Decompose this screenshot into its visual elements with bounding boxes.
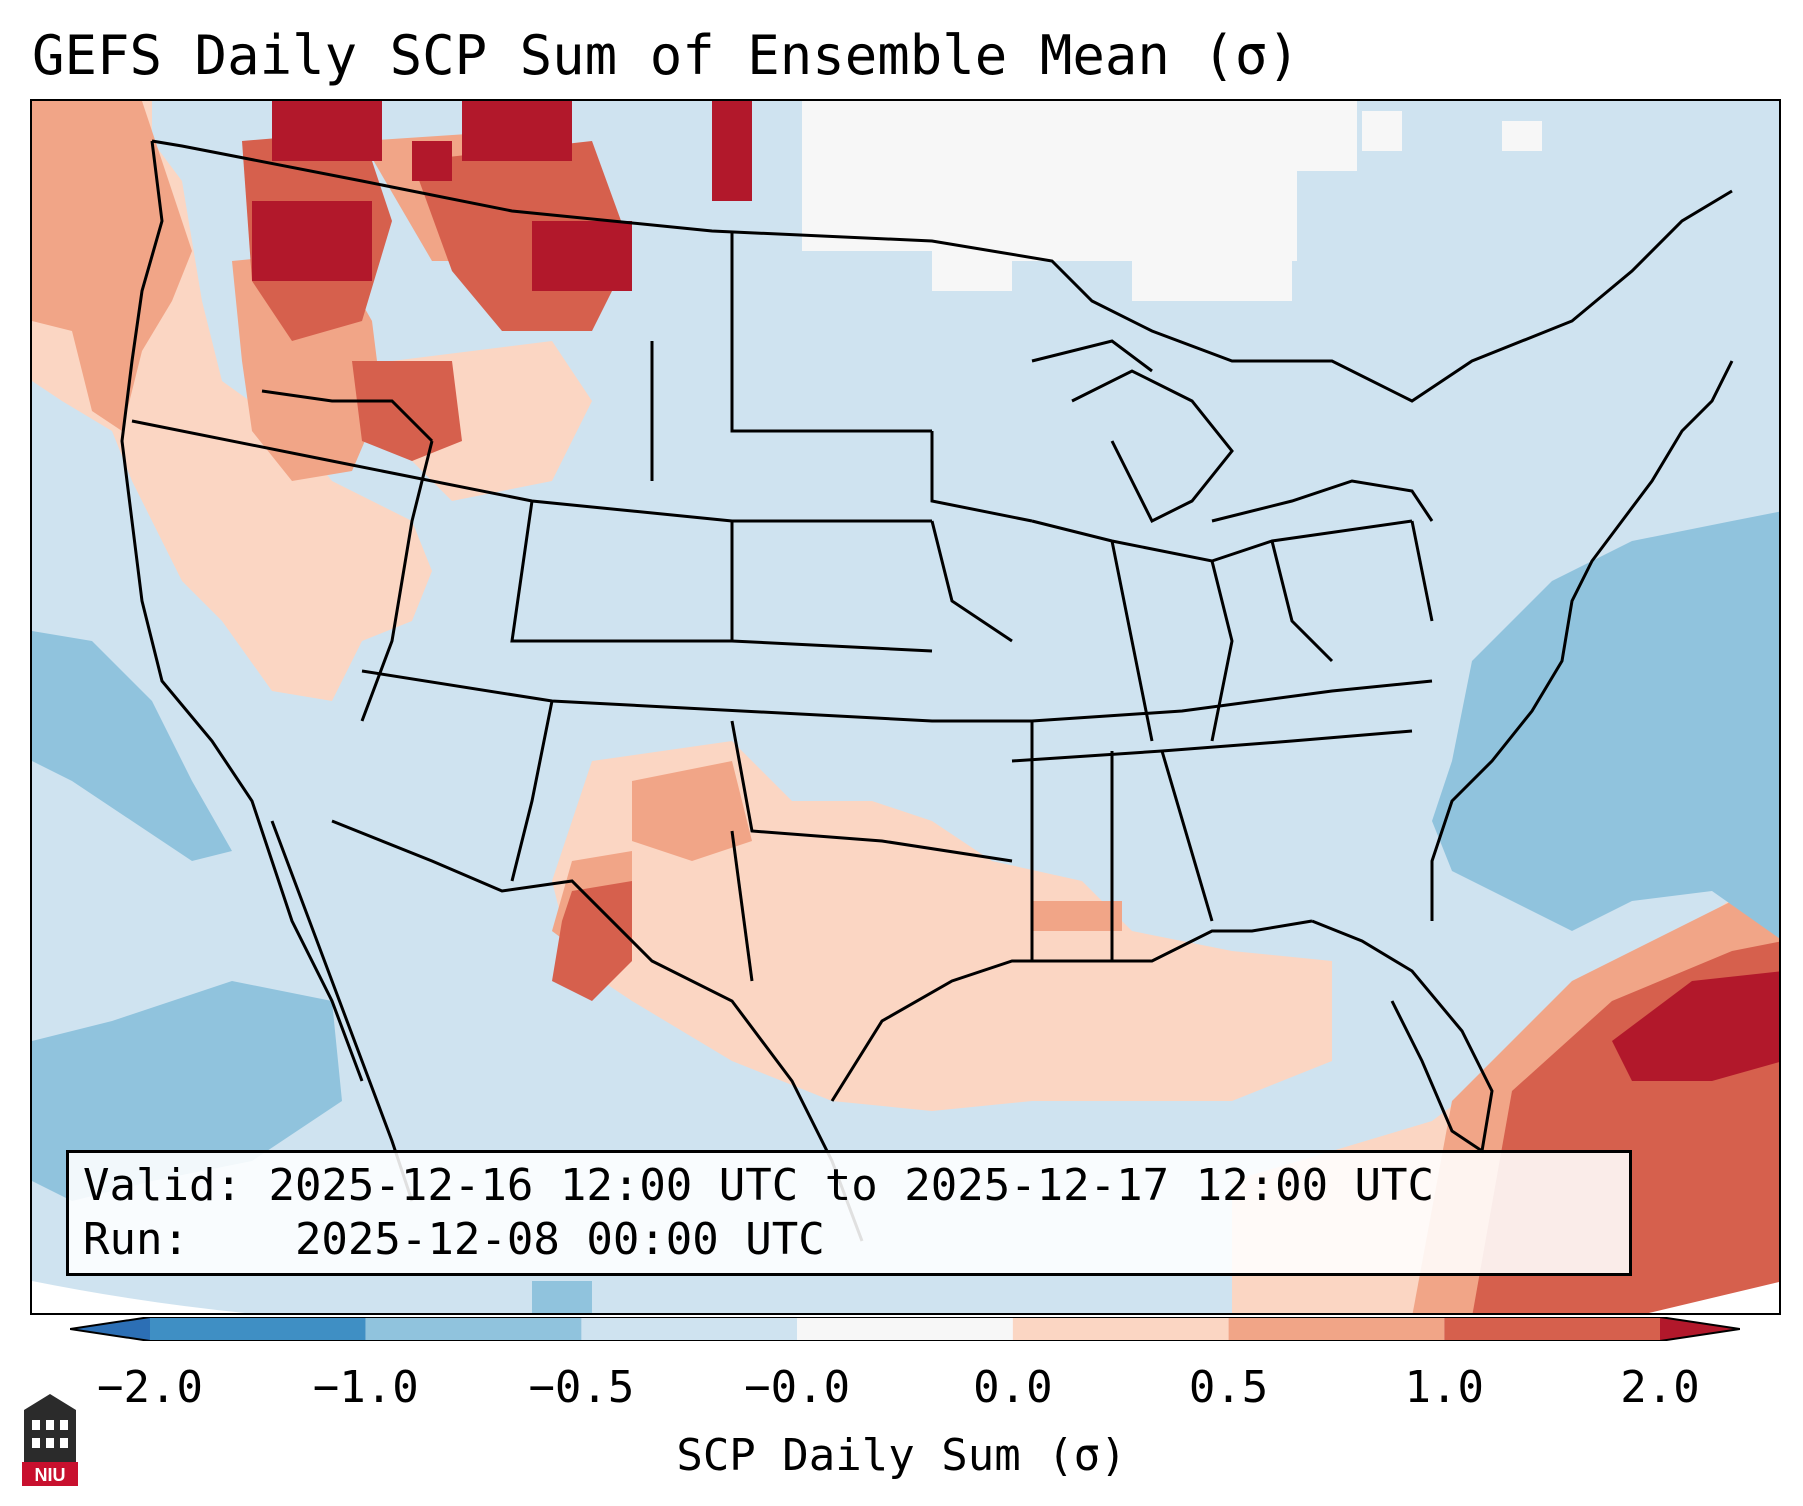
colorbar-tick-label: 1.0 — [1404, 1362, 1485, 1413]
colorbar-tick-label: −2.0 — [97, 1362, 203, 1413]
map-borders — [120, 139, 1734, 1242]
run-value: 2025-12-08 00:00 UTC — [294, 1214, 825, 1265]
colorbar-bin — [797, 1317, 1013, 1341]
colorbar-bin — [150, 1317, 366, 1341]
niu-logo: NIU — [22, 1394, 78, 1486]
scp-map — [32, 101, 1779, 1313]
colorbar-bin — [1228, 1317, 1445, 1341]
map-panel — [30, 99, 1781, 1315]
colorbar-tick-label: 2.0 — [1620, 1362, 1700, 1413]
colorbar-bin — [581, 1317, 798, 1341]
very-strong-region-southeast — [1612, 971, 1779, 1081]
colorbar-extend-low — [70, 1317, 150, 1341]
validity-info-box: Valid: 2025-12-16 12:00 UTC to 2025-12-1… — [66, 1150, 1632, 1276]
map-title: GEFS Daily SCP Sum of Ensemble Mean (σ) — [32, 24, 1300, 87]
valid-label: Valid: — [83, 1160, 242, 1211]
colorbar-tick-label: −0.5 — [528, 1362, 635, 1413]
strong-region-south — [552, 881, 632, 1001]
colorbar-tick-label: 0.5 — [1188, 1362, 1269, 1413]
colorbar-tick-label: −0.0 — [744, 1362, 851, 1413]
near-zero-region — [802, 101, 1542, 301]
colorbar — [70, 1317, 1740, 1341]
colorbar-label: SCP Daily Sum (σ) — [676, 1430, 1127, 1481]
very-strong-region-west — [252, 101, 752, 291]
colorbar-bin — [1012, 1317, 1229, 1341]
negative-region — [32, 511, 1779, 1313]
colorbar-extend-high — [1660, 1317, 1740, 1341]
colorbar-tick-label: −1.0 — [312, 1362, 419, 1413]
colorbar-tick-label: 0.0 — [973, 1362, 1053, 1413]
valid-value: 2025-12-16 12:00 UTC to 2025-12-17 12:00… — [268, 1160, 1435, 1211]
run-label: Run: — [83, 1214, 189, 1265]
colorbar-bin — [365, 1317, 582, 1341]
logo-text: NIU — [35, 1465, 66, 1485]
colorbar-bin — [1444, 1317, 1660, 1341]
